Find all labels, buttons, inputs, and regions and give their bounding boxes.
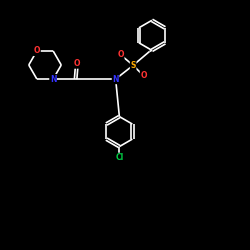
Text: O: O: [140, 71, 147, 80]
Text: Cl: Cl: [115, 153, 124, 162]
Text: O: O: [118, 50, 124, 59]
Text: N: N: [112, 74, 119, 84]
Text: N: N: [50, 74, 56, 84]
Text: O: O: [34, 46, 40, 56]
Text: O: O: [74, 59, 80, 68]
Text: S: S: [130, 61, 136, 70]
